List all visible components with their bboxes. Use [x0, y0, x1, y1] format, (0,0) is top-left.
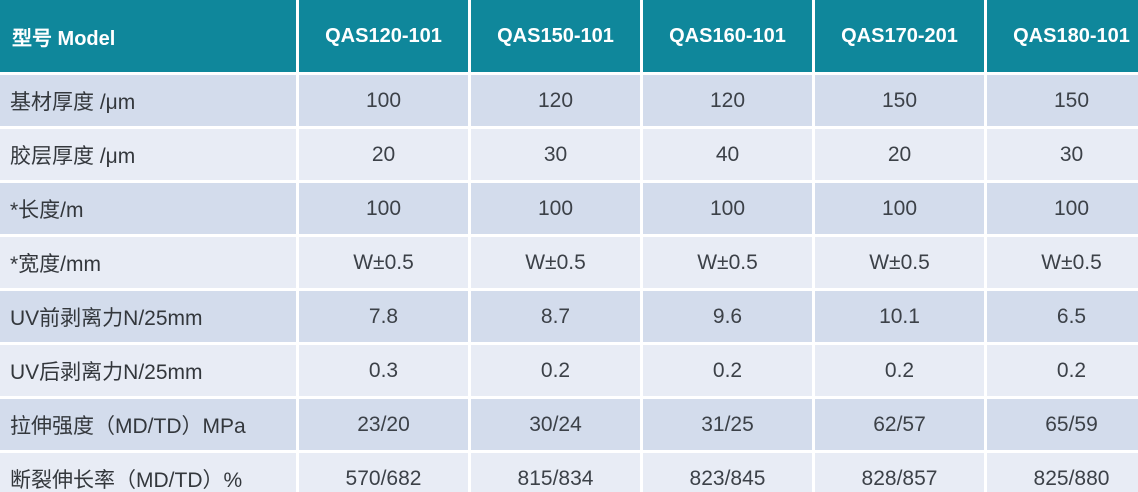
value-cell: 6.5 [987, 291, 1138, 342]
row-label: 胶层厚度 /μm [0, 129, 296, 180]
table-row: 胶层厚度 /μm 20 30 40 20 30 [0, 129, 1138, 180]
value-cell: 20 [815, 129, 984, 180]
value-cell: 10.1 [815, 291, 984, 342]
value-cell: 100 [299, 183, 468, 234]
value-cell: 31/25 [643, 399, 812, 450]
value-cell: 62/57 [815, 399, 984, 450]
value-cell: 570/682 [299, 453, 468, 492]
value-cell: 20 [299, 129, 468, 180]
value-cell: W±0.5 [471, 237, 640, 288]
value-cell: 823/845 [643, 453, 812, 492]
value-cell: 815/834 [471, 453, 640, 492]
value-cell: 65/59 [987, 399, 1138, 450]
value-cell: 23/20 [299, 399, 468, 450]
value-cell: 30/24 [471, 399, 640, 450]
value-cell: 100 [987, 183, 1138, 234]
value-cell: 150 [987, 75, 1138, 126]
row-label: 拉伸强度（MD/TD）MPa [0, 399, 296, 450]
table-header-row: 型号 Model QAS120-101 QAS150-101 QAS160-101 QA… [0, 0, 1138, 72]
value-cell: 100 [471, 183, 640, 234]
table-body: 基材厚度 /μm 100 120 120 150 150 胶层厚度 /μm 20 30 40 20 3… [0, 75, 1138, 492]
value-cell: 120 [471, 75, 640, 126]
value-cell: 40 [643, 129, 812, 180]
row-label: UV后剥离力N/25mm [0, 345, 296, 396]
table-row: 断裂伸长率（MD/TD）% 570/682 815/834 823/845 828/85… [0, 453, 1138, 492]
value-cell: 0.3 [299, 345, 468, 396]
value-cell: W±0.5 [299, 237, 468, 288]
model-column-header: QAS170-201 [815, 0, 984, 72]
value-cell: 0.2 [815, 345, 984, 396]
table-row: *宽度/mm W±0.5 W±0.5 W±0.5 W±0.5 W±0.5 [0, 237, 1138, 288]
table-row: UV前剥离力N/25mm 7.8 8.7 9.6 10.1 6.5 [0, 291, 1138, 342]
value-cell: 30 [987, 129, 1138, 180]
value-cell: 7.8 [299, 291, 468, 342]
row-label: *宽度/mm [0, 237, 296, 288]
value-cell: 100 [299, 75, 468, 126]
table-row: 拉伸强度（MD/TD）MPa 23/20 30/24 31/25 62/57 65/59 [0, 399, 1138, 450]
value-cell: 828/857 [815, 453, 984, 492]
value-cell: 0.2 [643, 345, 812, 396]
table-row: UV后剥离力N/25mm 0.3 0.2 0.2 0.2 0.2 [0, 345, 1138, 396]
value-cell: 30 [471, 129, 640, 180]
table-row: *长度/m 100 100 100 100 100 [0, 183, 1138, 234]
model-column-header: QAS180-101 [987, 0, 1138, 72]
model-column-header: QAS120-101 [299, 0, 468, 72]
table-row: 基材厚度 /μm 100 120 120 150 150 [0, 75, 1138, 126]
value-cell: 0.2 [471, 345, 640, 396]
row-label: 断裂伸长率（MD/TD）% [0, 453, 296, 492]
value-cell: W±0.5 [643, 237, 812, 288]
value-cell: 100 [815, 183, 984, 234]
value-cell: 9.6 [643, 291, 812, 342]
model-column-header: QAS150-101 [471, 0, 640, 72]
value-cell: 120 [643, 75, 812, 126]
value-cell: 150 [815, 75, 984, 126]
value-cell: 825/880 [987, 453, 1138, 492]
value-cell: 100 [643, 183, 812, 234]
value-cell: 0.2 [987, 345, 1138, 396]
model-header-cell: 型号 Model [0, 0, 296, 72]
value-cell: W±0.5 [815, 237, 984, 288]
value-cell: W±0.5 [987, 237, 1138, 288]
value-cell: 8.7 [471, 291, 640, 342]
row-label: *长度/m [0, 183, 296, 234]
model-column-header: QAS160-101 [643, 0, 812, 72]
row-label: 基材厚度 /μm [0, 75, 296, 126]
row-label: UV前剥离力N/25mm [0, 291, 296, 342]
